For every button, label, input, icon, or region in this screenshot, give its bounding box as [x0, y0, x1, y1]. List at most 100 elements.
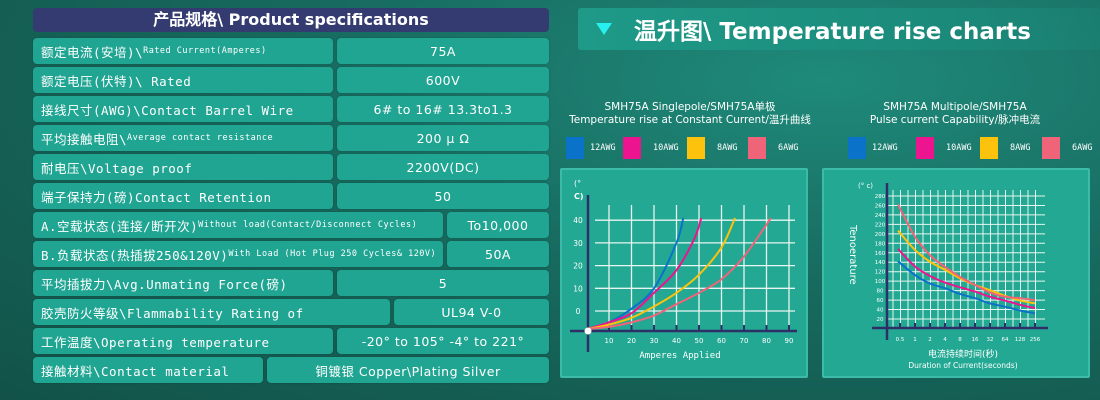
- spec-label-main: A.空载状态(连接/断开次): [41, 218, 199, 234]
- y-axis-unit: (° c): [858, 182, 873, 190]
- y-tick-label: 240: [875, 213, 886, 219]
- y-tick-label: 100: [875, 279, 886, 285]
- spec-value: 200 μ Ω: [337, 125, 549, 151]
- y-tick-label: 160: [875, 251, 886, 257]
- spec-value: To10,000: [447, 212, 549, 238]
- charts-title: 温升图\ Temperature rise charts: [634, 19, 1031, 45]
- series-line-10AWG: [897, 248, 1036, 310]
- legend-label: 10AWG: [946, 143, 972, 153]
- x-tick-label: 1: [913, 337, 917, 343]
- x-tick-label: 10: [605, 337, 614, 345]
- chart2-title-line2: Pulse current Capability/脉冲电流: [869, 114, 1041, 126]
- series-line-12AWG: [897, 260, 1036, 315]
- y-tick-label: 40: [573, 216, 583, 225]
- legend-item: 10AWG: [916, 137, 972, 159]
- y-tick-label: 30: [573, 239, 583, 248]
- series-line-8AWG: [586, 217, 736, 331]
- y-tick-label: 20: [573, 262, 583, 271]
- spec-value: -20° to 105° -4° to 221°: [337, 328, 549, 354]
- x-tick-label: 256: [1030, 337, 1041, 343]
- series-line-6AWG: [897, 204, 1036, 302]
- spec-value: 6# to 16# 13.3to1.3: [337, 96, 549, 122]
- spec-label-main: B.负载状态(热插拔250&120V): [41, 247, 229, 263]
- x-tick-label: 4: [943, 337, 947, 343]
- charts-header: 温升图\ Temperature rise charts: [578, 8, 1100, 50]
- legend-swatch: [980, 137, 998, 159]
- spec-value: 铜镀银 Copper\Plating Silver: [267, 357, 549, 383]
- chart1-title-line2: Temperature rise at Constant Current/温升曲…: [569, 114, 811, 126]
- legend-swatch: [1042, 137, 1060, 159]
- legend-item: 10AWG: [623, 137, 679, 159]
- y-axis-label: C): [574, 192, 584, 201]
- y-tick-label: 20: [877, 317, 884, 323]
- x-tick-label: 128: [1015, 337, 1026, 343]
- spec-label: 接触材料\Contact material: [33, 357, 263, 383]
- spec-label-main: 端子保持力(磅)Contact Retention: [41, 189, 272, 205]
- y-tick-label: 220: [875, 222, 886, 228]
- spec-label: 额定电流(安培)\ Rated Current(Amperes): [33, 38, 333, 64]
- legend-swatch: [687, 137, 705, 159]
- spec-label-main: 额定电流(安培)\: [41, 44, 144, 60]
- triangle-down-icon: [596, 23, 612, 35]
- y-tick-label: 260: [875, 203, 886, 209]
- y-tick-label: 10: [573, 284, 583, 293]
- x-tick-label: 60: [717, 337, 726, 345]
- y-tick-label: 140: [875, 260, 886, 266]
- y-tick-label: 0: [576, 307, 581, 316]
- spec-value: 75A: [337, 38, 549, 64]
- y-tick-label: 40: [877, 308, 884, 314]
- legend-label: 8AWG: [1010, 143, 1031, 153]
- legend-swatch: [623, 137, 641, 159]
- chart1-title-line1: SMH75A Singlepole/SMH75A单极: [604, 101, 776, 113]
- spec-label-main: 平均接触电阻\: [41, 131, 128, 147]
- spec-label-main: 接触材料\Contact material: [41, 363, 230, 379]
- spec-label: 额定电压(伏特)\ Rated: [33, 67, 333, 93]
- spec-label: 平均接触电阻\ Average contact resistance: [33, 125, 333, 151]
- legend-item: 12AWG: [848, 137, 898, 159]
- y-tick-label: 80: [877, 289, 884, 295]
- legend-label: 6AWG: [1072, 143, 1093, 153]
- spec-label-main: 额定电压(伏特)\ Rated: [41, 73, 192, 89]
- x-tick-label: 50: [695, 337, 704, 345]
- chart2-title-line1: SMH75A Multipole/SMH75A: [883, 101, 1027, 113]
- x-tick-label: 80: [762, 337, 771, 345]
- spec-label: 端子保持力(磅)Contact Retention: [33, 183, 333, 209]
- spec-label: 胶壳防火等级\Flammability Rating of: [33, 299, 390, 325]
- spec-label: A.空载状态(连接/断开次) Without load(Contact/Disco…: [33, 212, 443, 238]
- spec-label-small: Rated Current(Amperes): [143, 46, 267, 56]
- y-tick-label: 280: [875, 194, 886, 200]
- legend-label: 12AWG: [872, 143, 898, 153]
- spec-label-main: 平均插拔力\Avg.Unmating Force(磅): [41, 276, 288, 292]
- spec-label-small: Average contact resistance: [127, 133, 274, 143]
- legend-label: 10AWG: [653, 143, 679, 153]
- spec-label: 耐电压\Voltage proof: [33, 154, 333, 180]
- spec-label: B.负载状态(热插拔250&120V) With Load (Hot Plug 2…: [33, 241, 443, 267]
- y-tick-label: 200: [875, 232, 886, 238]
- x-tick-label: 0.5: [896, 337, 905, 343]
- x-tick-label: 32: [987, 337, 994, 343]
- legend-label: 8AWG: [717, 143, 738, 153]
- x-tick-label: 16: [972, 337, 979, 343]
- x-tick-label: 64: [1002, 337, 1009, 343]
- x-tick-label: 2: [928, 337, 932, 343]
- spec-label: 工作温度\Operating temperature: [33, 328, 333, 354]
- spec-value: UL94 V-0: [394, 299, 549, 325]
- chart2-panel: [822, 168, 1090, 378]
- spec-value: 600V: [337, 67, 549, 93]
- spec-label-small: Without load(Contact/Disconnect Cycles): [198, 220, 418, 230]
- spec-value: 2200V(DC): [337, 154, 549, 180]
- legend-item: 6AWG: [748, 137, 798, 159]
- y-tick-label: 180: [875, 241, 886, 247]
- spec-label: 接线尺寸(AWG)\Contact Barrel Wire: [33, 96, 333, 122]
- series-line-12AWG: [586, 217, 685, 331]
- legend-item: 8AWG: [687, 137, 737, 159]
- spec-label-main: 胶壳防火等级\Flammability Rating of: [41, 305, 304, 321]
- spec-label-small: With Load (Hot Plug 250 Cycles& 120V): [228, 249, 437, 259]
- spec-label-main: 工作温度\Operating temperature: [41, 334, 270, 350]
- spec-value: 50: [337, 183, 549, 209]
- legend-swatch: [916, 137, 934, 159]
- legend-swatch: [748, 137, 766, 159]
- x-axis-label: Duration of Current(seconds): [908, 361, 1017, 370]
- x-tick-label: 30: [650, 337, 659, 345]
